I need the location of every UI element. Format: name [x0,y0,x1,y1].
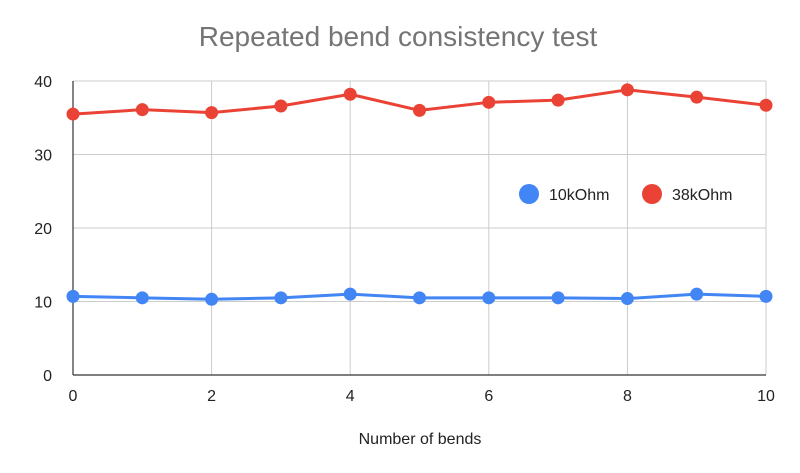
y-tick-label: 20 [34,221,52,238]
data-point-38kohm [66,107,80,121]
chart-title: Repeated bend consistency test [199,21,598,52]
data-point-38kohm [135,103,149,117]
data-point-10kohm [759,289,773,303]
x-tick-labels: 0 2 4 6 8 10 [69,388,775,405]
series-group [66,83,773,306]
data-point-10kohm [66,289,80,303]
y-tick-label: 40 [34,74,52,91]
x-tick-label: 8 [623,388,632,405]
data-point-38kohm [690,90,704,104]
data-point-10kohm [690,287,704,301]
data-point-38kohm [343,87,357,101]
y-tick-labels: 0 10 20 30 40 [34,74,52,385]
y-tick-label: 0 [43,368,52,385]
data-point-10kohm [274,291,288,305]
data-point-38kohm [413,103,426,117]
y-tick-label: 30 [34,148,52,165]
legend-label: 10kOhm [549,187,609,204]
legend-marker-38kohm [642,184,662,204]
data-point-38kohm [551,93,565,107]
data-point-38kohm [759,98,773,112]
data-point-38kohm [205,106,219,120]
x-tick-label: 6 [484,388,493,405]
legend: 10kOhm 38kOhm [519,184,732,204]
data-point-10kohm [343,287,357,301]
data-point-10kohm [413,291,426,305]
x-tick-label: 4 [346,388,355,405]
data-point-10kohm [551,291,565,305]
legend-label: 38kOhm [672,187,732,204]
data-point-38kohm [620,83,634,97]
x-tick-label: 10 [757,388,775,405]
x-tick-label: 0 [69,388,78,405]
data-point-38kohm [482,95,496,109]
data-point-10kohm [135,291,149,305]
y-tick-label: 10 [34,295,52,312]
gridlines [73,80,767,375]
data-point-10kohm [620,292,634,306]
data-point-10kohm [205,292,219,306]
data-point-38kohm [274,99,288,113]
x-tick-label: 2 [207,388,216,405]
data-point-10kohm [482,291,496,305]
x-axis-label: Number of bends [359,431,482,448]
legend-marker-10kohm [519,184,539,204]
axes [72,81,766,376]
